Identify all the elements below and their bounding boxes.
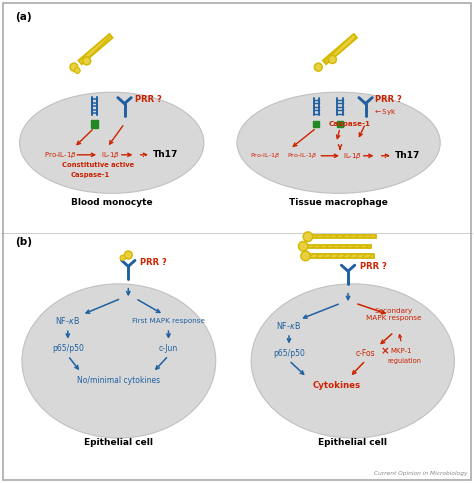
Bar — [91, 120, 98, 128]
Circle shape — [299, 242, 308, 251]
Circle shape — [124, 251, 132, 259]
Text: IL-1$\beta$: IL-1$\beta$ — [343, 151, 363, 161]
Polygon shape — [306, 255, 374, 257]
Circle shape — [83, 57, 91, 65]
Text: c-Jun: c-Jun — [159, 344, 178, 353]
Text: No/minimal cytokines: No/minimal cytokines — [77, 376, 160, 384]
Text: Pro-IL-1$\beta$: Pro-IL-1$\beta$ — [44, 150, 77, 160]
Bar — [313, 121, 319, 128]
Circle shape — [301, 251, 310, 261]
Polygon shape — [79, 34, 113, 64]
Polygon shape — [303, 245, 371, 248]
Text: NF-$\kappa$B: NF-$\kappa$B — [276, 320, 301, 331]
Text: PRR ?: PRR ? — [140, 257, 167, 267]
Text: p65/p50: p65/p50 — [273, 349, 305, 358]
Text: Current Opinion in Microbiology: Current Opinion in Microbiology — [374, 471, 468, 476]
Text: Th17: Th17 — [153, 150, 178, 159]
Text: Constitutive active: Constitutive active — [62, 162, 134, 169]
Text: First MAPK response: First MAPK response — [132, 318, 205, 324]
Text: PRR ?: PRR ? — [136, 95, 162, 104]
Text: Caspase-1: Caspase-1 — [71, 172, 110, 178]
Text: NF-$\kappa$B: NF-$\kappa$B — [55, 315, 80, 327]
Bar — [337, 121, 343, 128]
Ellipse shape — [19, 92, 204, 193]
Text: Pro-IL-1$\beta$: Pro-IL-1$\beta$ — [250, 151, 281, 160]
Text: Th17: Th17 — [395, 151, 421, 160]
Text: (b): (b) — [15, 237, 32, 247]
Text: Cytokines: Cytokines — [312, 381, 360, 389]
Ellipse shape — [22, 284, 216, 438]
Text: Epithelial cell: Epithelial cell — [318, 438, 387, 447]
Text: $\bf\times$: $\bf\times$ — [378, 346, 389, 356]
Text: MKP-1: MKP-1 — [391, 348, 412, 355]
Text: $\leftarrow$Syk: $\leftarrow$Syk — [373, 107, 397, 117]
Circle shape — [328, 56, 337, 63]
Polygon shape — [323, 34, 357, 64]
Circle shape — [314, 63, 322, 71]
Text: Secondary
MAPK response: Secondary MAPK response — [366, 308, 422, 322]
Polygon shape — [308, 235, 376, 238]
Text: c-Fos: c-Fos — [356, 349, 375, 358]
Text: regulation: regulation — [388, 358, 422, 364]
Text: IL-1$\beta$: IL-1$\beta$ — [101, 150, 120, 160]
Text: Tissue macrophage: Tissue macrophage — [289, 198, 388, 207]
Ellipse shape — [237, 92, 440, 193]
Circle shape — [120, 255, 125, 260]
Text: PRR ?: PRR ? — [375, 95, 402, 104]
Text: p65/p50: p65/p50 — [52, 344, 84, 353]
Text: Blood monocyte: Blood monocyte — [71, 198, 153, 207]
Circle shape — [70, 63, 78, 71]
Text: (a): (a) — [15, 12, 31, 22]
Text: PRR ?: PRR ? — [360, 262, 387, 271]
Text: Pro-IL-1$\beta$: Pro-IL-1$\beta$ — [287, 151, 317, 160]
Circle shape — [303, 232, 313, 242]
Circle shape — [74, 68, 80, 73]
Text: Epithelial cell: Epithelial cell — [84, 438, 154, 447]
Ellipse shape — [251, 284, 455, 438]
Text: Caspase-1: Caspase-1 — [328, 120, 371, 127]
